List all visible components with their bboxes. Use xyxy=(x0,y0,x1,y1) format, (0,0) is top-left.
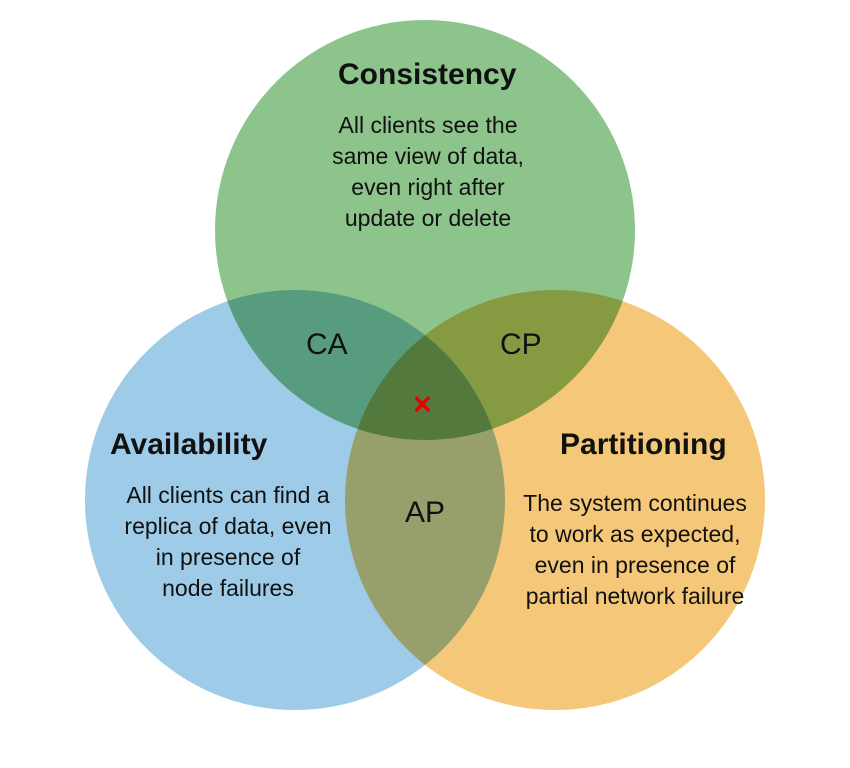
partitioning-title: Partitioning xyxy=(560,428,727,462)
overlap-cp-label: CP xyxy=(500,328,542,362)
partitioning-description: The system continues to work as expected… xyxy=(500,488,770,612)
availability-title: Availability xyxy=(110,428,267,462)
overlap-ca-label: CA xyxy=(306,328,348,362)
center-impossible-icon: × xyxy=(413,386,432,423)
availability-description: All clients can find a replica of data, … xyxy=(108,480,348,604)
cap-venn-diagram: Consistency All clients see the same vie… xyxy=(0,0,850,768)
consistency-description: All clients see the same view of data, e… xyxy=(313,110,543,234)
overlap-ap-label: AP xyxy=(405,496,445,530)
consistency-title: Consistency xyxy=(338,58,516,92)
